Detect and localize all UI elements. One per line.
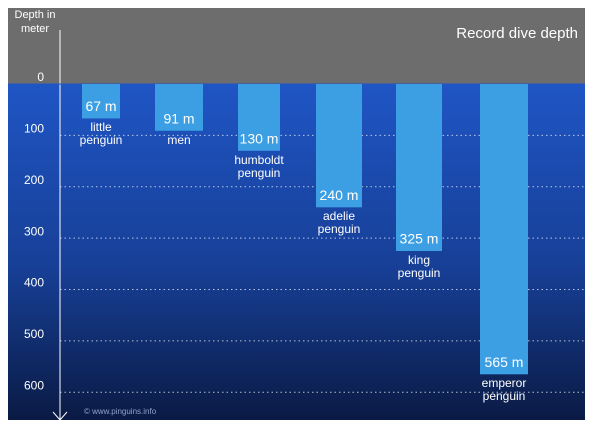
bar bbox=[396, 84, 442, 251]
value-label: 67 m bbox=[85, 98, 116, 114]
category-label: little penguin bbox=[79, 120, 123, 148]
value-label: 91 m bbox=[163, 110, 194, 126]
y-tick-label: 0 bbox=[37, 70, 44, 84]
bar bbox=[155, 84, 203, 131]
value-label: 240 m bbox=[320, 187, 359, 203]
chart-title: Record dive depth bbox=[456, 25, 578, 42]
category-label: adelie penguin bbox=[317, 209, 361, 237]
y-tick-label: 400 bbox=[24, 276, 44, 290]
bar bbox=[82, 84, 120, 119]
y-axis-title: Depth in meter bbox=[14, 9, 56, 35]
y-tick-label: 500 bbox=[24, 327, 44, 341]
value-label: 325 m bbox=[400, 231, 439, 247]
bar bbox=[316, 84, 362, 208]
category-label: men bbox=[167, 132, 191, 147]
category-label: humboldt penguin bbox=[234, 152, 284, 180]
credit: © www.pinguins.info bbox=[84, 407, 157, 416]
y-tick-label: 200 bbox=[24, 173, 44, 187]
category-label: king penguin bbox=[397, 253, 441, 280]
value-label: 130 m bbox=[240, 131, 279, 147]
bar bbox=[480, 84, 528, 375]
value-label: 565 m bbox=[485, 354, 524, 370]
category-label: emperor penguin bbox=[481, 376, 527, 404]
y-tick-label: 300 bbox=[24, 224, 44, 238]
y-tick-label: 600 bbox=[24, 378, 44, 392]
y-tick-label: 100 bbox=[24, 122, 44, 136]
sky-band bbox=[8, 8, 585, 84]
axis-arrow bbox=[52, 411, 68, 421]
bar bbox=[238, 84, 280, 151]
